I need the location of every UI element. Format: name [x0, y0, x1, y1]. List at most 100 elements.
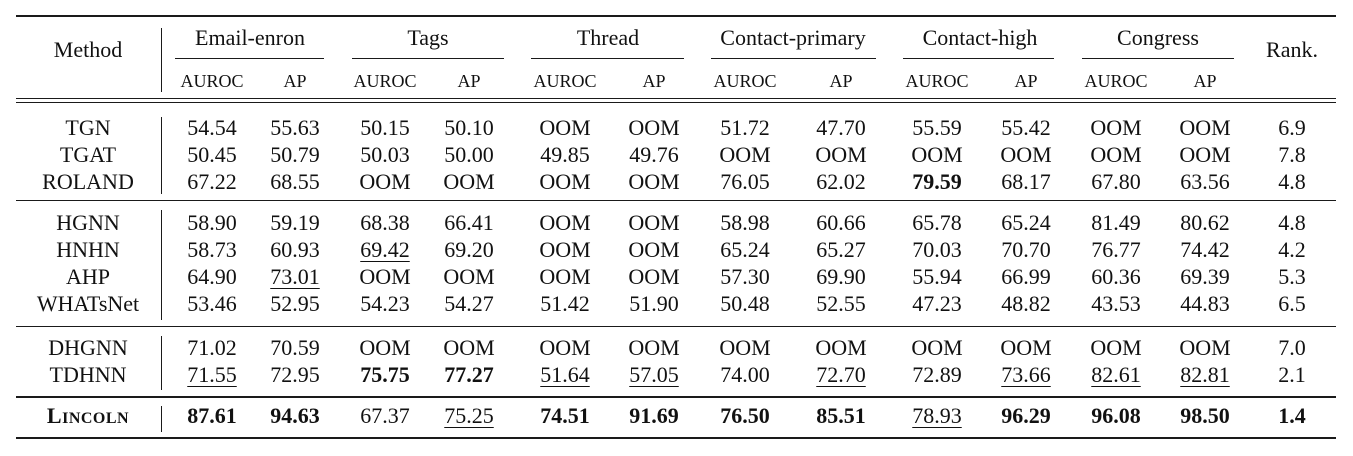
score-cell: 74.42 — [1180, 237, 1230, 262]
dataset-header-underline — [903, 58, 1054, 59]
score-cell: 65.27 — [816, 237, 866, 262]
score-cell: OOM — [911, 142, 963, 167]
score-cell: OOM — [719, 142, 771, 167]
header-dataset: Contact-high — [922, 25, 1038, 50]
header-dataset: Contact-primary — [720, 25, 866, 50]
header-auroc: AUROC — [180, 71, 244, 91]
score-cell: 70.59 — [270, 335, 320, 360]
score-cell: 96.29 — [1001, 403, 1051, 428]
method-column-separator — [161, 117, 162, 194]
score-cell: 44.83 — [1180, 291, 1230, 316]
score-cell: 64.90 — [187, 264, 237, 289]
score-cell: 69.42 — [360, 237, 410, 262]
group-separator-rule — [16, 326, 1336, 327]
score-cell: 75.75 — [360, 362, 410, 387]
score-cell: 72.70 — [816, 362, 866, 387]
score-cell: 79.59 — [912, 169, 962, 194]
score-cell: 51.42 — [540, 291, 590, 316]
method-name-rest: INCOLN — [62, 410, 130, 427]
rank-cell: 4.8 — [1278, 210, 1306, 235]
header-ap: AP — [457, 71, 481, 91]
score-cell: 67.37 — [360, 403, 410, 428]
score-cell: 58.90 — [187, 210, 237, 235]
header-double-rule-top — [16, 98, 1336, 99]
score-cell: 82.61 — [1091, 362, 1141, 387]
score-cell: 43.53 — [1091, 291, 1141, 316]
score-cell: 68.55 — [270, 169, 320, 194]
score-cell: OOM — [815, 142, 867, 167]
score-cell: 65.24 — [1001, 210, 1051, 235]
score-cell: 50.79 — [270, 142, 320, 167]
header-ap: AP — [283, 71, 307, 91]
dataset-header-underline — [175, 58, 324, 59]
score-cell: 80.62 — [1180, 210, 1230, 235]
method-name: TGAT — [59, 142, 117, 167]
score-cell: 60.93 — [270, 237, 320, 262]
score-cell: 87.61 — [187, 403, 237, 428]
score-cell: 55.59 — [912, 115, 962, 140]
header-auroc: AUROC — [1084, 71, 1148, 91]
score-cell: 91.69 — [629, 403, 679, 428]
method-name: DHGNN — [48, 335, 128, 360]
score-cell: OOM — [1000, 335, 1052, 360]
score-cell: 69.39 — [1180, 264, 1230, 289]
score-cell: 55.94 — [912, 264, 962, 289]
score-cell: OOM — [539, 210, 591, 235]
score-cell: 70.70 — [1001, 237, 1051, 262]
score-cell: 58.73 — [187, 237, 237, 262]
score-cell: OOM — [539, 264, 591, 289]
score-cell: 51.72 — [720, 115, 770, 140]
method-name: TGN — [65, 115, 111, 140]
score-cell: OOM — [1179, 142, 1231, 167]
dataset-header-underline — [711, 58, 876, 59]
score-cell: OOM — [539, 237, 591, 262]
rank-cell: 2.1 — [1278, 362, 1306, 387]
method-name: HNHN — [56, 237, 120, 262]
bottom-rule — [16, 437, 1336, 439]
score-cell: OOM — [443, 169, 495, 194]
header-ap: AP — [829, 71, 853, 91]
score-cell: 60.66 — [816, 210, 866, 235]
header-ap: AP — [1193, 71, 1217, 91]
score-cell: 52.95 — [270, 291, 320, 316]
header-ap: AP — [642, 71, 666, 91]
score-cell: OOM — [815, 335, 867, 360]
rank-cell: 7.8 — [1278, 142, 1306, 167]
score-cell: 82.81 — [1180, 362, 1230, 387]
score-cell: 72.89 — [912, 362, 962, 387]
method-name: HGNN — [56, 210, 120, 235]
score-cell: OOM — [1000, 142, 1052, 167]
method-name: LINCOLN — [47, 404, 129, 431]
dataset-header-underline — [352, 58, 504, 59]
score-cell: OOM — [1179, 335, 1231, 360]
method-column-separator — [161, 210, 162, 320]
score-cell: 74.00 — [720, 362, 770, 387]
score-cell: OOM — [539, 115, 591, 140]
score-cell: 54.27 — [444, 291, 494, 316]
header-dataset: Thread — [576, 25, 640, 50]
score-cell: 67.22 — [187, 169, 237, 194]
group-separator-rule — [16, 396, 1336, 398]
score-cell: 98.50 — [1180, 403, 1230, 428]
score-cell: OOM — [1090, 335, 1142, 360]
rank-cell: 4.8 — [1278, 169, 1306, 194]
score-cell: 69.20 — [444, 237, 494, 262]
score-cell: 68.17 — [1001, 169, 1051, 194]
header-auroc: AUROC — [713, 71, 777, 91]
header-rank: Rank. — [1266, 37, 1318, 62]
rank-cell: 1.4 — [1278, 403, 1306, 428]
score-cell: 76.05 — [720, 169, 770, 194]
score-cell: 70.03 — [912, 237, 962, 262]
score-cell: 67.80 — [1091, 169, 1141, 194]
header-auroc: AUROC — [905, 71, 969, 91]
rank-cell: 4.2 — [1278, 237, 1306, 262]
header-auroc: AUROC — [533, 71, 597, 91]
score-cell: 47.70 — [816, 115, 866, 140]
score-cell: 76.50 — [720, 403, 770, 428]
score-cell: 72.95 — [270, 362, 320, 387]
score-cell: 69.90 — [816, 264, 866, 289]
rank-cell: 7.0 — [1278, 335, 1306, 360]
header-dataset: Email-enron — [195, 25, 305, 50]
header-ap: AP — [1014, 71, 1038, 91]
rank-cell: 6.5 — [1278, 291, 1306, 316]
